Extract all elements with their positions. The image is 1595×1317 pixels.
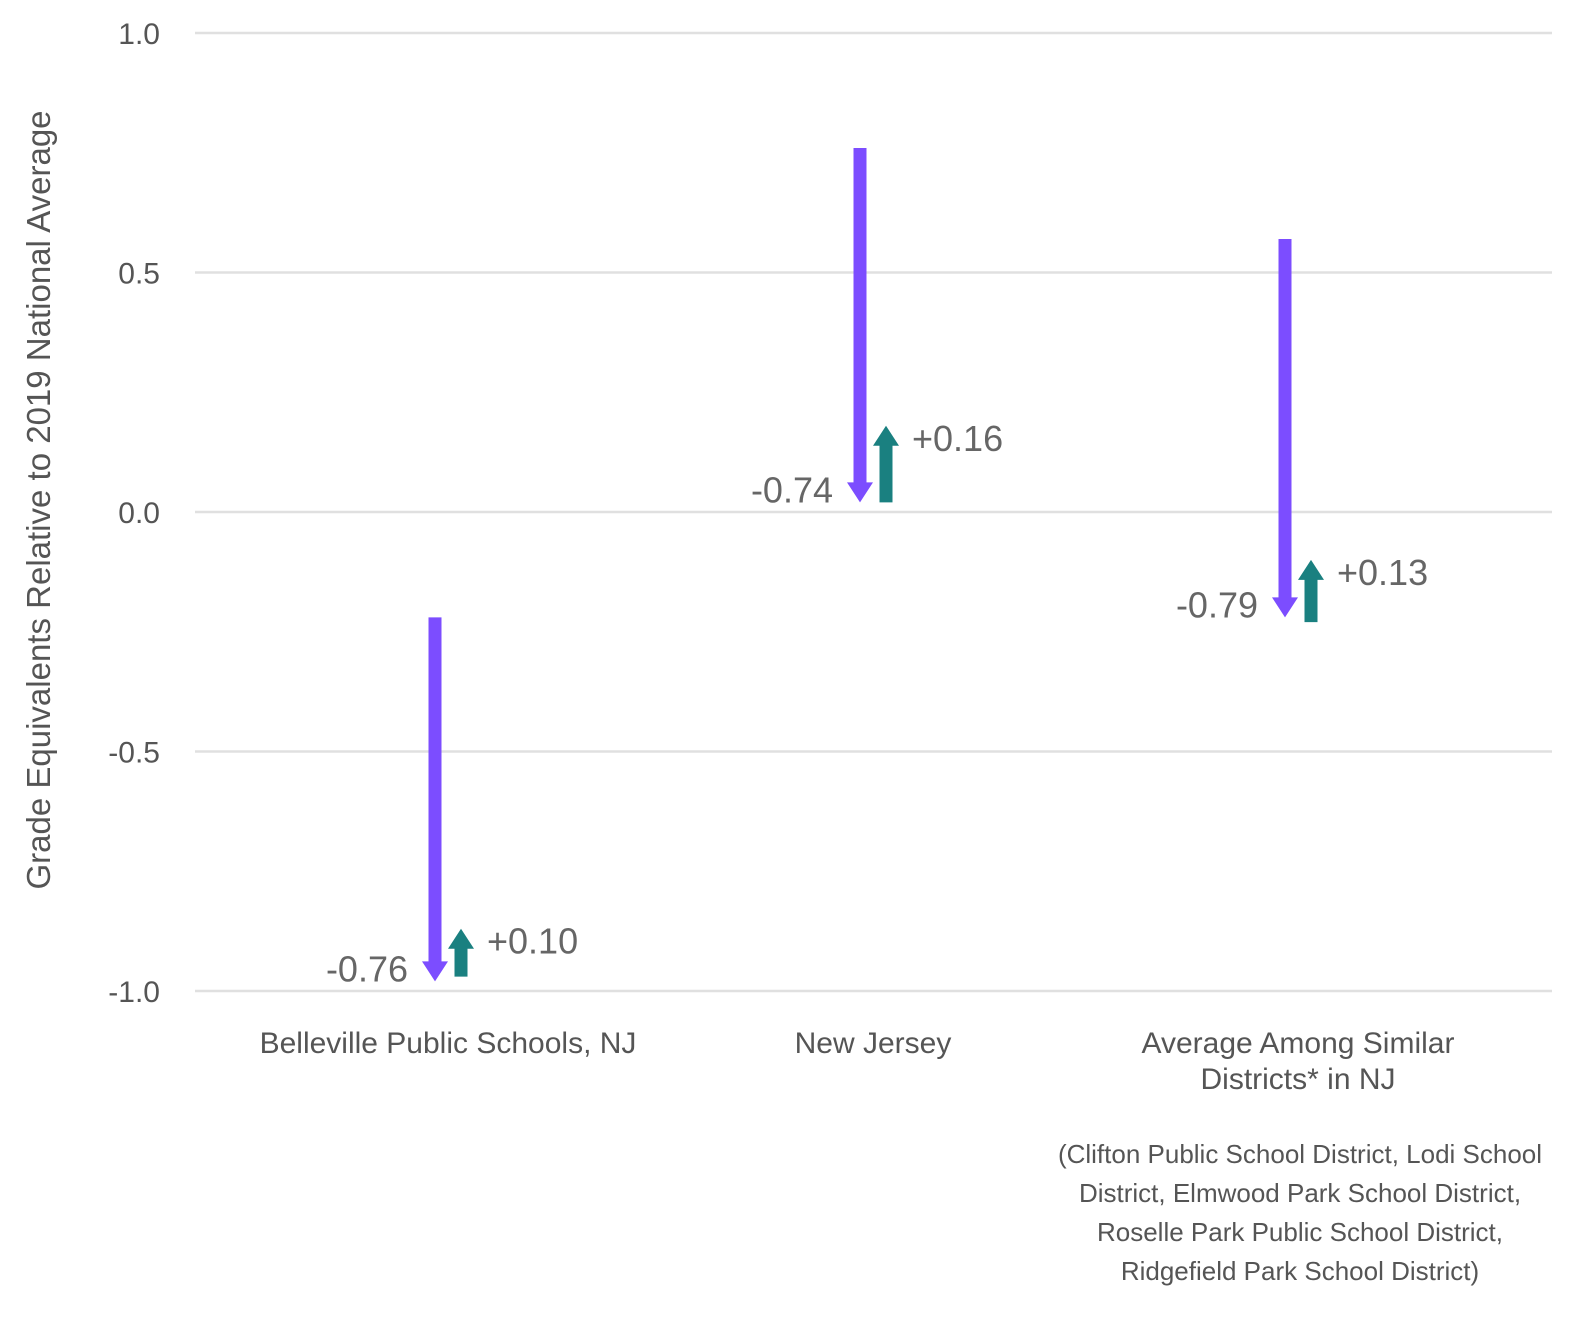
decline-value-label: -0.79 bbox=[1176, 584, 1258, 625]
decline-value-label: -0.74 bbox=[751, 469, 833, 510]
category-label: New Jersey bbox=[795, 1027, 952, 1060]
footnote-line: District, Elmwood Park School District, bbox=[1079, 1178, 1521, 1208]
footnote-line: Roselle Park Public School District, bbox=[1097, 1217, 1503, 1247]
recovery-arrow bbox=[448, 928, 474, 977]
category-label: Districts* in NJ bbox=[1200, 1063, 1395, 1096]
value-labels: -0.76 -0.74 -0.79 +0.10 +0.16 +0.13 bbox=[326, 418, 1428, 990]
decline-value-label: -0.76 bbox=[326, 948, 408, 989]
arrows bbox=[422, 147, 1324, 982]
footnote: (Clifton Public School District, Lodi Sc… bbox=[1058, 1139, 1542, 1286]
y-tick-labels: 1.0 0.5 0.0 -0.5 -1.0 bbox=[108, 18, 160, 1009]
y-tick-label: -1.0 bbox=[108, 976, 160, 1009]
category-label: Belleville Public Schools, NJ bbox=[260, 1027, 637, 1060]
footnote-line: (Clifton Public School District, Lodi Sc… bbox=[1058, 1139, 1542, 1169]
recovery-value-label: +0.16 bbox=[912, 418, 1003, 459]
y-axis-title: Grade Equivalents Relative to 2019 Natio… bbox=[20, 110, 57, 889]
category-labels: Belleville Public Schools, NJ New Jersey A… bbox=[260, 1027, 1455, 1096]
recovery-value-label: +0.13 bbox=[1337, 552, 1428, 593]
category-label: Average Among Similar bbox=[1142, 1027, 1455, 1060]
y-tick-label: 1.0 bbox=[118, 18, 160, 51]
y-tick-label: -0.5 bbox=[108, 737, 160, 770]
gridlines bbox=[195, 31, 1552, 993]
recovery-arrow bbox=[1298, 559, 1324, 623]
recovery-value-label: +0.10 bbox=[487, 921, 578, 962]
decline-arrow bbox=[422, 617, 448, 982]
y-tick-label: 0.0 bbox=[118, 497, 160, 530]
y-tick-label: 0.5 bbox=[118, 258, 160, 291]
decline-arrow bbox=[1272, 238, 1298, 618]
decline-arrow bbox=[847, 147, 873, 503]
footnote-line: Ridgefield Park School District) bbox=[1121, 1256, 1479, 1286]
recovery-arrow bbox=[873, 425, 899, 503]
